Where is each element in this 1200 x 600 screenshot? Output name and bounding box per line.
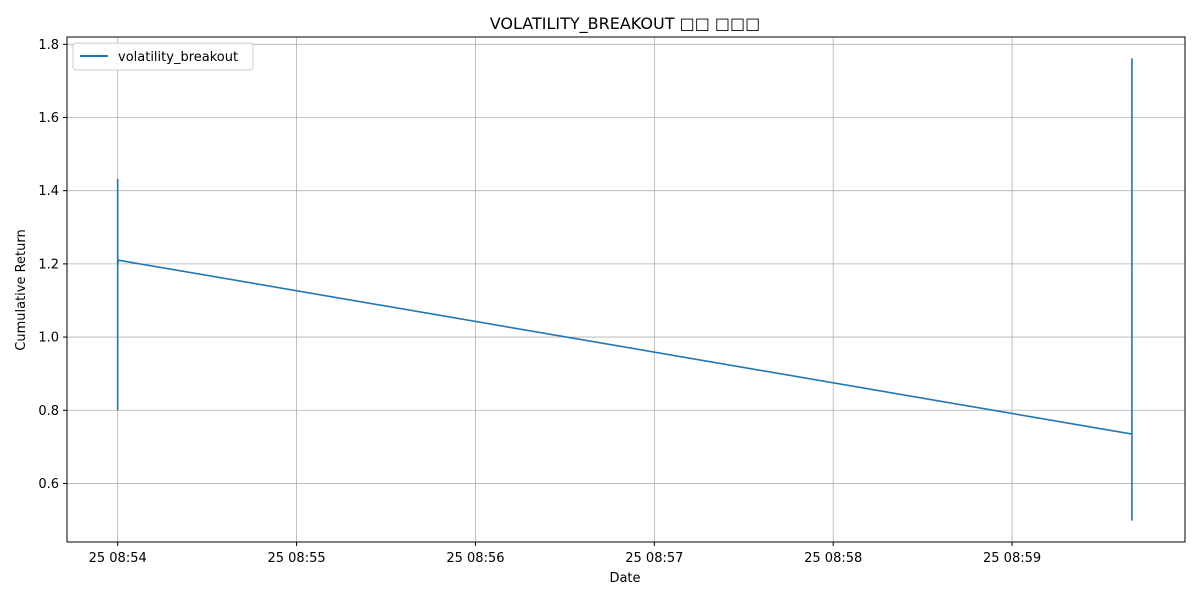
- y-tick-label: 0.6: [38, 477, 59, 492]
- chart-title: VOLATILITY_BREAKOUT □□ □□□: [490, 14, 761, 34]
- x-tick-label: 25 08:54: [89, 551, 147, 566]
- y-axis: 0.6 0.8 1.0 1.2 1.4 1.6 1.8: [38, 38, 67, 492]
- x-tick-label: 25 08:56: [446, 551, 504, 566]
- y-tick-label: 1.4: [38, 184, 59, 199]
- x-axis-label: Date: [609, 571, 640, 586]
- y-tick-label: 0.8: [38, 404, 59, 419]
- series-layer: [116, 58, 1133, 521]
- y-axis-label: Cumulative Return: [14, 229, 29, 350]
- legend: volatility_breakout: [72, 42, 254, 71]
- y-tick-label: 1.6: [38, 111, 59, 126]
- series-line-volatility_breakout: [116, 58, 1133, 521]
- y-tick-label: 1.2: [38, 257, 59, 272]
- x-axis: 25 08:54 25 08:55 25 08:56 25 08:57 25 08:58…: [89, 542, 1041, 566]
- x-tick-label: 25 08:57: [625, 551, 683, 566]
- x-tick-label: 25 08:58: [804, 551, 862, 566]
- legend-label: volatility_breakout: [118, 50, 238, 65]
- grid: [67, 37, 1185, 542]
- y-tick-label: 1.0: [38, 331, 59, 346]
- legend-box: [72, 42, 254, 71]
- plot-frame: [66, 36, 1186, 543]
- x-tick-label: 25 08:55: [267, 551, 325, 566]
- x-tick-label: 25 08:59: [983, 551, 1041, 566]
- y-tick-label: 1.8: [38, 38, 59, 53]
